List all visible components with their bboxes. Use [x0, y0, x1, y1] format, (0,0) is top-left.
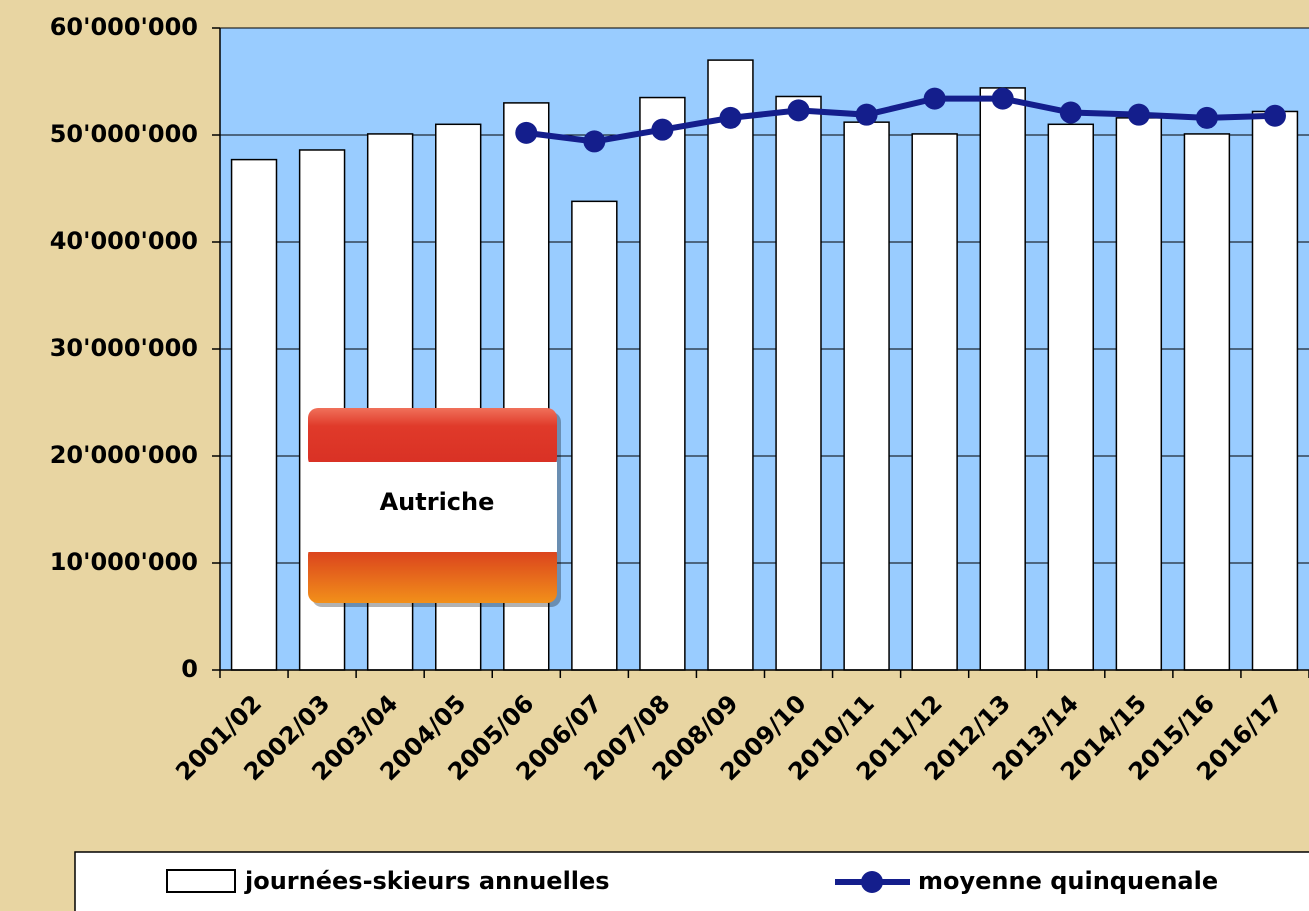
bar: [639, 96, 686, 671]
bar: [775, 95, 822, 671]
average-marker: [923, 87, 946, 110]
y-tick-label: 60'000'000: [50, 13, 198, 41]
average-marker: [1059, 101, 1082, 124]
y-tick-label: 0: [181, 655, 198, 683]
flag-bottom: [308, 545, 557, 603]
y-tick-label: 30'000'000: [50, 334, 198, 362]
flag-middle: [308, 462, 557, 552]
average-marker: [583, 130, 606, 153]
legend-label: journées-skieurs annuelles: [244, 867, 610, 895]
bar: [1183, 133, 1231, 671]
average-marker: [1195, 106, 1218, 129]
legend-box: [74, 851, 1309, 911]
legend-label: moyenne quinquenale: [918, 867, 1218, 895]
average-marker: [651, 118, 674, 141]
y-tick-label: 10'000'000: [50, 548, 198, 576]
bar: [230, 158, 278, 671]
average-marker: [719, 106, 742, 129]
annotation: Autriche: [380, 488, 495, 516]
bar: [571, 200, 618, 671]
flag-top: [308, 408, 557, 468]
bar: [1115, 117, 1163, 671]
y-tick-label: 40'000'000: [50, 227, 198, 255]
average-marker: [515, 121, 538, 144]
average-marker: [991, 87, 1014, 110]
average-marker: [1127, 103, 1150, 126]
bar: [1047, 123, 1094, 671]
y-tick-label: 20'000'000: [50, 441, 198, 469]
legend-marker: [861, 871, 883, 893]
average-line: [525, 95, 1276, 145]
average-marker: [787, 99, 810, 122]
bar: [911, 133, 958, 671]
bar: [979, 87, 1026, 671]
bar: [1251, 110, 1299, 671]
average-marker: [855, 103, 878, 126]
annotation-flag: Autriche: [308, 408, 561, 607]
y-tick-label: 50'000'000: [50, 120, 198, 148]
legend-swatch: [166, 869, 236, 893]
average-marker: [1263, 104, 1286, 127]
bar: [843, 121, 890, 671]
bar: [707, 59, 754, 671]
